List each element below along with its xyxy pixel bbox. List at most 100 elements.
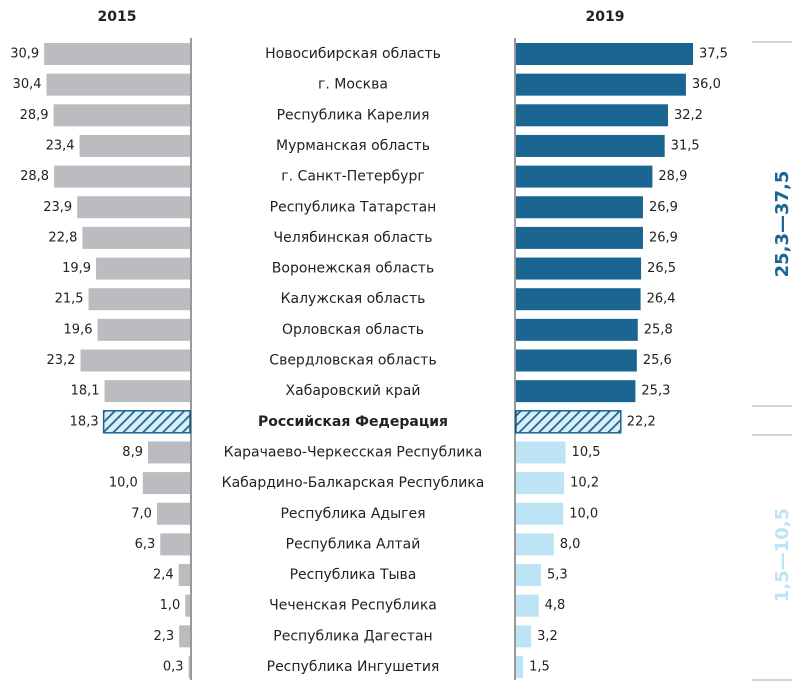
category-label: Свердловская область <box>269 353 436 369</box>
bar <box>515 410 622 434</box>
value-label: 19,9 <box>62 261 91 276</box>
category-label: Республика Татарстан <box>270 199 437 215</box>
value-label: 22,2 <box>627 414 656 429</box>
value-label: 10,5 <box>572 445 601 460</box>
bar <box>516 380 636 403</box>
value-label: 25,6 <box>643 353 672 368</box>
value-label: 26,5 <box>647 261 676 276</box>
value-label: 10,0 <box>569 506 598 521</box>
value-label: 26,4 <box>647 292 676 307</box>
category-label: г. Санкт-Петербург <box>281 169 424 185</box>
value-label: 10,0 <box>109 476 138 491</box>
value-label: 21,5 <box>55 292 84 307</box>
bar <box>156 502 190 525</box>
bar <box>188 656 190 678</box>
category-label: Республика Тыва <box>290 567 417 583</box>
category-label: Хабаровский край <box>286 383 421 399</box>
bar <box>80 349 190 372</box>
category-label: Воронежская область <box>272 261 434 277</box>
bar <box>516 165 653 188</box>
bar <box>516 441 566 464</box>
bar <box>79 134 190 157</box>
value-label: 5,3 <box>547 568 568 583</box>
bar <box>516 349 637 372</box>
group-label: 1,5—10,5 <box>772 508 792 602</box>
series-header: 2019 <box>586 9 625 25</box>
value-label: 25,8 <box>644 322 673 337</box>
value-label: 28,8 <box>20 169 49 184</box>
category-label: Челябинская область <box>274 230 433 246</box>
value-label: 0,3 <box>163 660 184 675</box>
category-label: Чеченская Республика <box>269 598 437 614</box>
bar <box>516 104 668 127</box>
category-label: Мурманская область <box>276 138 430 154</box>
bar <box>516 625 532 648</box>
value-label: 23,4 <box>46 138 75 153</box>
bar <box>102 410 191 434</box>
category-label: Республика Алтай <box>286 536 421 552</box>
value-label: 4,8 <box>545 598 566 613</box>
category-label: Новосибирская область <box>265 46 441 62</box>
bar <box>53 104 191 127</box>
bar <box>516 472 565 495</box>
bar <box>97 318 190 341</box>
value-label: 30,9 <box>10 47 39 62</box>
bar <box>516 288 641 311</box>
bar <box>82 226 190 249</box>
bar <box>516 533 554 556</box>
value-label: 10,2 <box>570 476 599 491</box>
bar <box>179 625 190 648</box>
value-label: 23,2 <box>47 353 76 368</box>
category-label: Республика Дагестан <box>273 628 432 644</box>
bar <box>44 43 190 65</box>
value-label: 28,9 <box>658 169 687 184</box>
bar <box>77 196 190 219</box>
value-label: 37,5 <box>699 47 728 62</box>
value-label: 30,4 <box>13 77 42 92</box>
value-label: 18,1 <box>71 384 100 399</box>
category-label: Орловская область <box>282 322 424 338</box>
category-label: Калужская область <box>281 291 426 307</box>
bar <box>96 257 190 280</box>
value-label: 31,5 <box>671 138 700 153</box>
bar <box>147 441 190 464</box>
bar <box>516 196 643 219</box>
category-label: Карачаево-Черкесская Республика <box>224 444 483 460</box>
bar <box>160 533 190 556</box>
value-label: 32,2 <box>674 108 703 123</box>
bar <box>104 380 190 403</box>
bar <box>88 288 190 311</box>
value-label: 26,9 <box>649 230 678 245</box>
category-label: г. Москва <box>318 77 388 93</box>
series-header: 2015 <box>98 9 137 25</box>
category-label: Российская Федерация <box>258 414 448 430</box>
value-label: 1,0 <box>160 598 181 613</box>
bar <box>185 594 190 617</box>
bar <box>516 226 643 249</box>
value-label: 2,4 <box>153 568 174 583</box>
bar <box>516 257 642 280</box>
bar <box>46 73 191 96</box>
value-label: 8,0 <box>560 537 581 552</box>
value-label: 26,9 <box>649 200 678 215</box>
value-label: 23,9 <box>43 200 72 215</box>
bar <box>142 472 190 495</box>
value-label: 3,2 <box>537 629 558 644</box>
value-label: 7,0 <box>131 506 152 521</box>
category-label: Республика Карелия <box>277 107 430 123</box>
bar <box>54 165 191 188</box>
value-label: 18,3 <box>70 414 99 429</box>
value-label: 1,5 <box>529 660 550 675</box>
bar <box>516 43 693 65</box>
value-label: 19,6 <box>64 322 93 337</box>
category-label: Республика Адыгея <box>280 506 425 522</box>
bar <box>516 318 638 341</box>
bar <box>178 564 190 587</box>
category-label: Республика Ингушетия <box>267 659 440 675</box>
bar <box>516 73 686 96</box>
bar <box>516 564 542 587</box>
value-label: 25,3 <box>641 384 670 399</box>
bar <box>516 656 524 678</box>
value-label: 36,0 <box>692 77 721 92</box>
